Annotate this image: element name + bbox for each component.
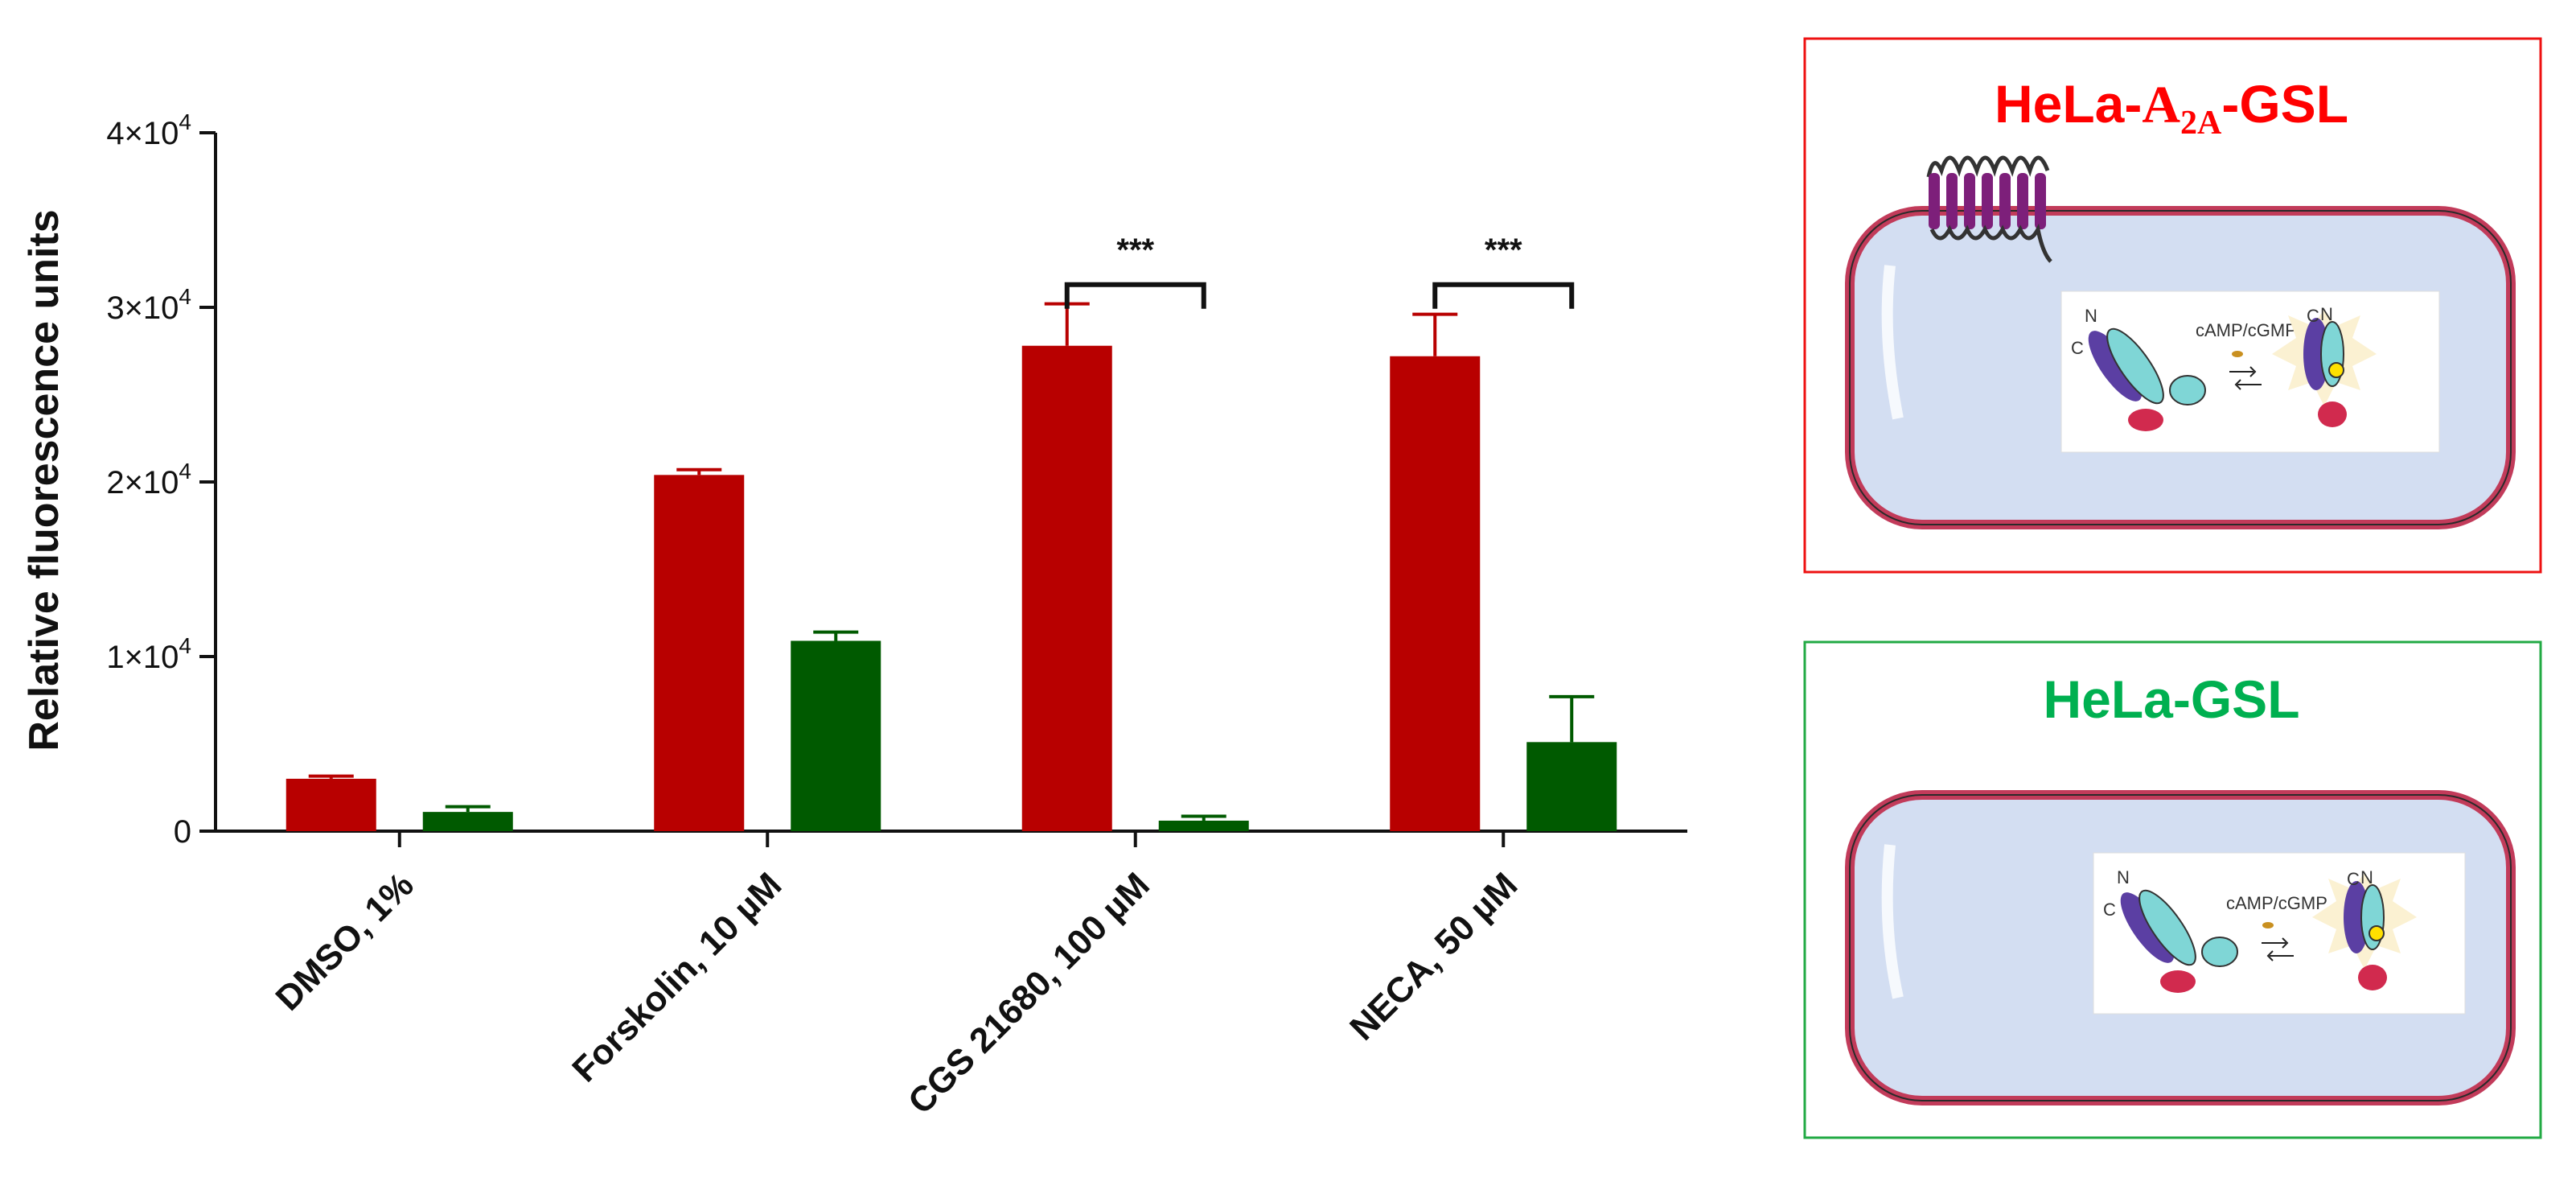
svg-text:N: N (2320, 304, 2333, 324)
y-tick-label: 1×104 (106, 633, 191, 675)
svg-text:cAMP/cGMP: cAMP/cGMP (2196, 320, 2297, 340)
bar (1021, 345, 1112, 831)
bar (286, 778, 376, 831)
biosensor-diagram: N C cAMP/cGMP N C (2060, 290, 2440, 453)
y-tick-label: 3×104 (106, 284, 191, 326)
svg-text:C: C (2103, 900, 2116, 920)
category-label: DMSO, 1% (269, 865, 421, 1018)
y-tick-label: 0 (174, 814, 191, 850)
svg-text:N: N (2085, 306, 2097, 326)
bar (654, 475, 745, 831)
category-label: Forskolin, 10 µM (565, 865, 789, 1089)
svg-text:C: C (2307, 306, 2319, 326)
y-axis-title: Relative fluorescence units (21, 209, 68, 751)
receptor-icon (1926, 155, 2052, 263)
bar (791, 640, 881, 831)
bars (286, 302, 1617, 831)
svg-text:cAMP/cGMP: cAMP/cGMP (2226, 893, 2327, 913)
category-labels: DMSO, 1% Forskolin, 10 µM CGS 21680, 100 µ… (269, 865, 1526, 1122)
bar (1526, 742, 1617, 831)
bar (422, 812, 513, 831)
svg-text:N: N (2360, 867, 2373, 887)
panel-a2a-gsl-title: HeLa-A2A-GSL (1995, 74, 2348, 142)
significance-label: *** (1485, 233, 1522, 268)
significance-label: *** (1116, 233, 1154, 268)
bar (1390, 356, 1481, 831)
significance-bracket (1064, 282, 1206, 309)
panel-a2a-gsl: HeLa-A2A-GSL N C cAMP/cGMP (1803, 37, 2542, 574)
y-tick-label: 4×104 (106, 109, 191, 151)
svg-text:N: N (2117, 867, 2130, 887)
category-label: CGS 21680, 100 µM (901, 865, 1157, 1122)
biosensor-diagram: N C cAMP/cGMP N C (2093, 852, 2466, 1015)
y-tick-label: 2×104 (106, 459, 191, 500)
panel-gsl: HeLa-GSL N C cAMP/cGMP N C (1803, 640, 2542, 1139)
significance-brackets: *** *** (1064, 233, 1575, 309)
panel-gsl-title: HeLa-GSL (2043, 669, 2299, 729)
svg-text:C: C (2071, 338, 2084, 358)
bar (1158, 820, 1249, 831)
significance-bracket (1432, 282, 1575, 309)
category-label: NECA, 50 µM (1342, 865, 1525, 1048)
svg-text:C: C (2347, 869, 2360, 889)
